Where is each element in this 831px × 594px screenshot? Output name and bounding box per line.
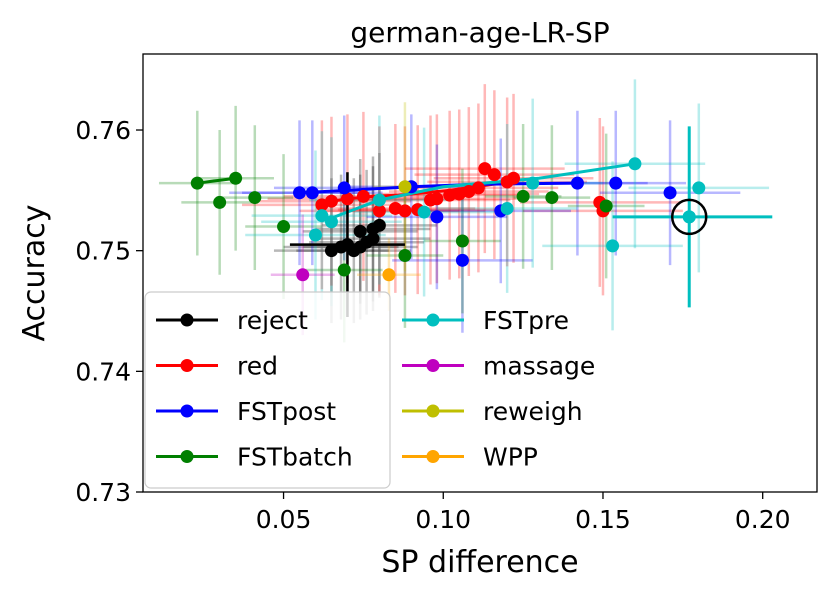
reject-point <box>372 218 386 232</box>
legend: reject red FSTpost FSTbatch FSTpre massage rew… <box>144 291 595 489</box>
massage-point <box>296 268 310 282</box>
fstpost-point <box>430 210 444 224</box>
y-tick-label: 0.74 <box>75 357 131 386</box>
fstpost-point <box>305 186 319 200</box>
fstpost-point <box>337 181 351 195</box>
fstbatch-point <box>545 191 559 205</box>
fstpre-point <box>417 205 431 219</box>
legend-marker-fstpre <box>426 313 440 327</box>
legend-marker-reject <box>180 313 194 327</box>
y-tick-label: 0.73 <box>75 478 131 507</box>
y-tick-label: 0.76 <box>75 116 131 145</box>
fstpost-point <box>663 186 677 200</box>
red-point <box>471 181 485 195</box>
fstbatch-point <box>190 176 204 190</box>
fstpre-line <box>324 162 636 222</box>
legend-box <box>144 291 391 489</box>
fstbatch-point <box>455 234 469 248</box>
fstpre-point <box>606 239 620 253</box>
fstpre-point <box>692 181 706 195</box>
legend-marker-reweigh <box>426 404 440 418</box>
fstbatch-point <box>337 263 351 277</box>
legend-label-wpp: WPP <box>483 443 538 472</box>
red-point <box>430 192 444 206</box>
highlight-ring <box>670 198 708 236</box>
x-tick-label: 0.15 <box>575 505 631 534</box>
reject-point <box>366 232 380 246</box>
red-point <box>356 189 370 203</box>
red-point <box>372 204 386 218</box>
fstpost-point <box>455 253 469 267</box>
data-points <box>190 157 706 318</box>
red-point <box>398 204 412 218</box>
y-axis-ticks: 0.73 0.74 0.75 0.76 <box>75 116 143 507</box>
fstbatch-point <box>229 171 243 185</box>
legend-marker-massage <box>426 359 440 372</box>
red-point <box>324 194 338 208</box>
x-axis-ticks: 0.05 0.10 0.15 0.20 <box>256 492 791 534</box>
legend-label-fstpre: FSTpre <box>483 306 569 335</box>
fstpre-point <box>628 157 642 171</box>
wpp-point <box>382 268 396 282</box>
x-tick-label: 0.05 <box>256 505 312 534</box>
fstbatch-point <box>398 249 412 263</box>
legend-label-fstpost: FSTpost <box>237 397 336 426</box>
x-axis-label: SP difference <box>381 545 578 580</box>
fstbatch-point <box>248 191 262 205</box>
y-axis-label: Accuracy <box>17 205 52 342</box>
highlight-point <box>682 210 696 224</box>
chart-title: german-age-LR-SP <box>350 16 609 49</box>
x-tick-label: 0.10 <box>415 505 471 534</box>
highlight-layer <box>612 126 773 308</box>
fstpost-point <box>609 176 623 190</box>
fstpre-point <box>526 176 540 190</box>
legend-marker-fstbatch <box>180 450 194 463</box>
legend-marker-fstpost <box>180 404 194 418</box>
fstpre-point <box>308 228 322 242</box>
fstbatch-point <box>213 195 227 209</box>
legend-marker-red <box>180 359 194 372</box>
x-tick-label: 0.20 <box>735 505 791 534</box>
fstbatch-point <box>599 199 613 213</box>
fstpre-point <box>315 209 329 223</box>
legend-label-red: red <box>237 352 278 381</box>
fstpre-point <box>372 193 386 207</box>
red-point <box>507 171 521 185</box>
fstpre-point <box>500 201 514 215</box>
fstbatch-point <box>516 189 530 203</box>
red-point <box>478 162 492 176</box>
fstpre-point <box>324 215 338 229</box>
legend-label-massage: massage <box>483 352 595 381</box>
fstbatch-point <box>277 220 291 234</box>
legend-label-reject: reject <box>237 306 308 335</box>
plot-frame <box>142 53 818 493</box>
red-point <box>487 168 501 182</box>
legend-marker-wpp <box>426 450 440 463</box>
red-point <box>340 192 354 206</box>
legend-label-fstbatch: FSTbatch <box>237 443 353 472</box>
fstpost-point <box>570 176 584 190</box>
reweigh-point <box>398 180 412 194</box>
legend-label-reweigh: reweigh <box>483 397 583 426</box>
y-tick-label: 0.75 <box>75 237 131 266</box>
fstpost-point <box>293 186 307 200</box>
red-point <box>443 188 457 202</box>
reject-point <box>353 224 367 238</box>
